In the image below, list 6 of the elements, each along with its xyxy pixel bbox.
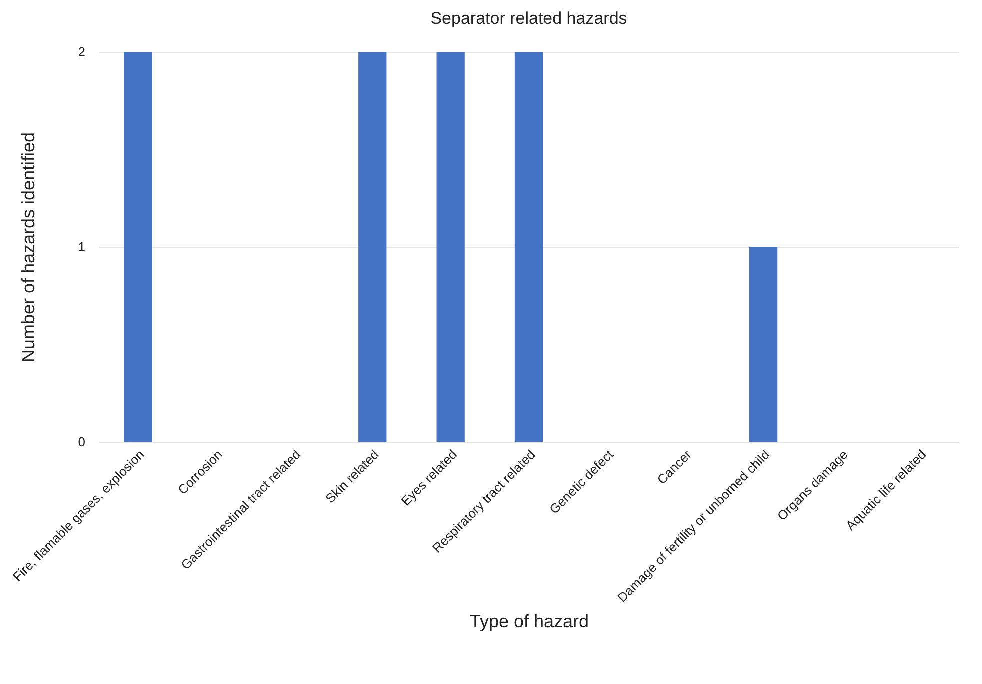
y-axis-title: Number of hazards identified <box>18 132 38 363</box>
y-tick-label: 1 <box>78 240 86 254</box>
y-tick-label: 0 <box>78 434 86 450</box>
x-axis-title: Type of hazard <box>470 611 590 632</box>
chart-title: Separator related hazards <box>430 9 628 28</box>
y-tick-label: 2 <box>78 44 86 60</box>
